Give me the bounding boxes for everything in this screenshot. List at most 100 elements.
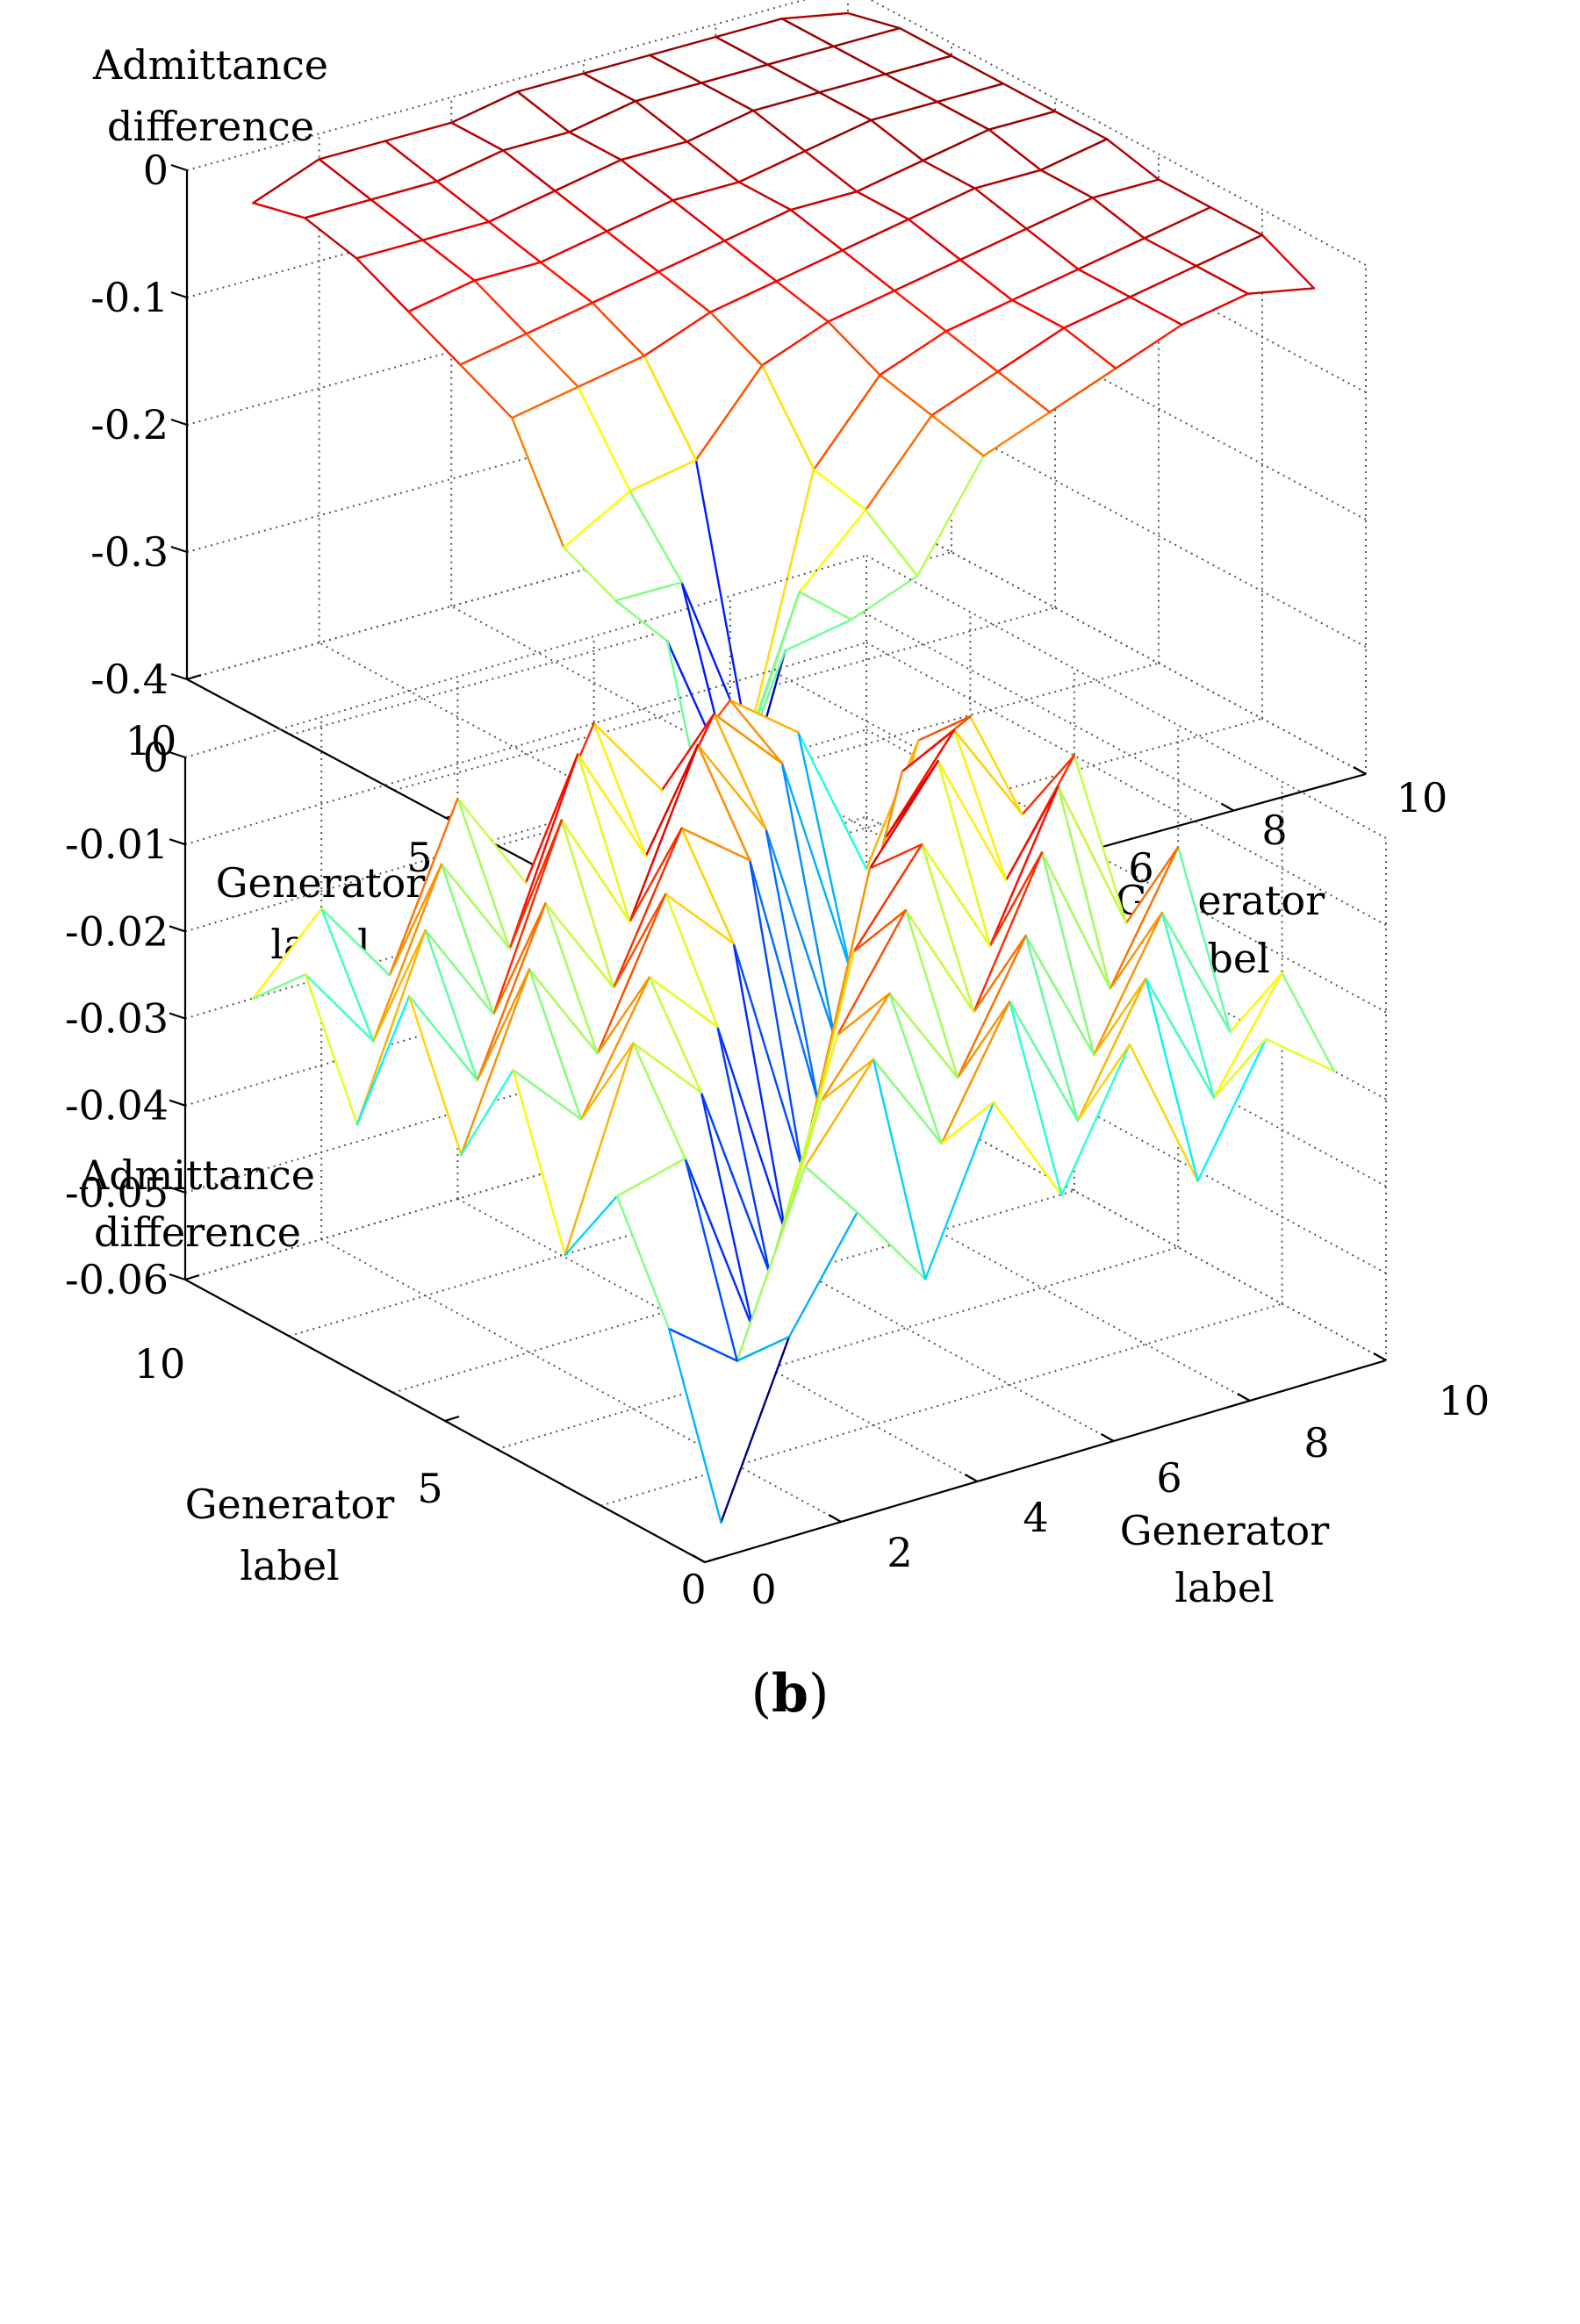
surface-edge bbox=[304, 198, 372, 219]
surface-edge bbox=[304, 972, 375, 1043]
surface-edge bbox=[798, 591, 853, 621]
surface-edge bbox=[1076, 1043, 1131, 1123]
surface-edge bbox=[944, 330, 1000, 373]
surface-face bbox=[593, 714, 715, 857]
surface-edge bbox=[304, 217, 358, 260]
z-tick-label: -0.2 bbox=[90, 401, 169, 448]
surface-edge bbox=[1229, 972, 1283, 1033]
back-wall-grid-z bbox=[184, 815, 867, 1020]
surface-edge bbox=[672, 199, 726, 242]
surface-edge bbox=[700, 1091, 771, 1274]
surface-edge bbox=[1073, 754, 1128, 925]
surface-edge bbox=[820, 1058, 875, 1102]
surface-face bbox=[373, 864, 494, 1042]
surface-edge bbox=[511, 417, 565, 549]
surface-face bbox=[717, 1027, 838, 1273]
surface-edge bbox=[421, 220, 491, 241]
surface-edge bbox=[648, 35, 717, 57]
surface-edge bbox=[818, 73, 887, 94]
z-tick-label: -0.05 bbox=[65, 1169, 169, 1216]
surface-edge bbox=[715, 18, 783, 39]
surface-edge bbox=[1025, 197, 1094, 230]
surface-edge bbox=[560, 819, 631, 923]
surface-face bbox=[1196, 234, 1314, 294]
x-tick-mark bbox=[1237, 1393, 1251, 1402]
surface-edge bbox=[1129, 296, 1183, 326]
z-axis-label: Admittance bbox=[92, 41, 328, 89]
surface-edge bbox=[936, 82, 1005, 104]
surface-edge bbox=[1092, 977, 1147, 1057]
surface-face bbox=[526, 303, 644, 387]
surface-edge bbox=[680, 827, 735, 945]
surface-face bbox=[837, 910, 958, 1079]
surface-edge bbox=[884, 54, 953, 75]
z-tick-mark bbox=[169, 750, 186, 759]
surface-face bbox=[710, 281, 829, 366]
surface-edge bbox=[582, 72, 636, 103]
surface-face bbox=[635, 82, 754, 142]
surface-face bbox=[750, 860, 870, 1167]
z-tick-label: -0.04 bbox=[65, 1082, 169, 1130]
surface-face bbox=[782, 763, 902, 1036]
surface-face bbox=[857, 161, 975, 219]
surface-edge bbox=[512, 1068, 566, 1257]
surface-face bbox=[409, 969, 529, 1155]
surface-edge bbox=[502, 131, 571, 152]
surface-edge bbox=[628, 743, 700, 923]
surface-edge bbox=[1091, 178, 1160, 199]
surface-face bbox=[1078, 238, 1196, 298]
surface-edge bbox=[408, 994, 463, 1157]
surface-face bbox=[512, 386, 630, 548]
z-tick-label: -0.03 bbox=[65, 995, 169, 1043]
surface-edge bbox=[922, 159, 976, 190]
surface-edge bbox=[634, 100, 688, 143]
surface-face bbox=[715, 18, 834, 65]
surface-edge bbox=[516, 72, 585, 93]
surface-face bbox=[733, 943, 854, 1233]
x-tick-mark bbox=[828, 1514, 842, 1523]
surface-edge bbox=[765, 828, 836, 1036]
z-tick-mark bbox=[170, 418, 188, 427]
surface-face bbox=[319, 140, 437, 200]
surface-edge bbox=[780, 762, 851, 971]
surface-edge bbox=[632, 1042, 686, 1160]
surface-edge bbox=[780, 18, 835, 48]
surface-face bbox=[989, 786, 1110, 989]
surface-edge bbox=[872, 1058, 943, 1145]
surface-face bbox=[578, 744, 698, 922]
surface-edge bbox=[508, 819, 563, 950]
surface-edge bbox=[1195, 264, 1249, 295]
y-tick-label: 0 bbox=[680, 1566, 706, 1613]
surface-edge bbox=[440, 863, 495, 1016]
surface-edge bbox=[930, 370, 1000, 417]
surface-edge bbox=[512, 1068, 583, 1121]
surface-edge bbox=[384, 140, 439, 183]
surface-edge bbox=[1209, 205, 1264, 236]
surface-face bbox=[617, 1158, 737, 1361]
surface-edge bbox=[956, 935, 1027, 1080]
surface-face bbox=[645, 714, 766, 857]
surface-face bbox=[561, 820, 682, 988]
surface-edge bbox=[1039, 169, 1094, 199]
z-tick-mark bbox=[169, 925, 186, 933]
surface-edge bbox=[798, 508, 867, 593]
surface-edge bbox=[879, 330, 948, 377]
surface-face bbox=[941, 1001, 1062, 1195]
surface-edge bbox=[751, 91, 821, 112]
surface-edge bbox=[715, 35, 769, 66]
surface-face bbox=[669, 1329, 789, 1523]
surface-edge bbox=[1160, 911, 1216, 1099]
surface-face bbox=[1214, 972, 1334, 1098]
surface-edge bbox=[841, 218, 910, 252]
surface-edge bbox=[664, 893, 719, 1029]
surface-face bbox=[422, 221, 541, 281]
surface-edge bbox=[973, 187, 1028, 230]
surface-edge bbox=[525, 301, 594, 335]
surface-edge bbox=[668, 1327, 722, 1524]
surface-edge bbox=[563, 546, 617, 602]
surface-edge bbox=[634, 82, 703, 103]
surface-edge bbox=[1157, 178, 1212, 209]
surface-edge bbox=[460, 1068, 514, 1157]
surface-edge bbox=[709, 311, 764, 367]
